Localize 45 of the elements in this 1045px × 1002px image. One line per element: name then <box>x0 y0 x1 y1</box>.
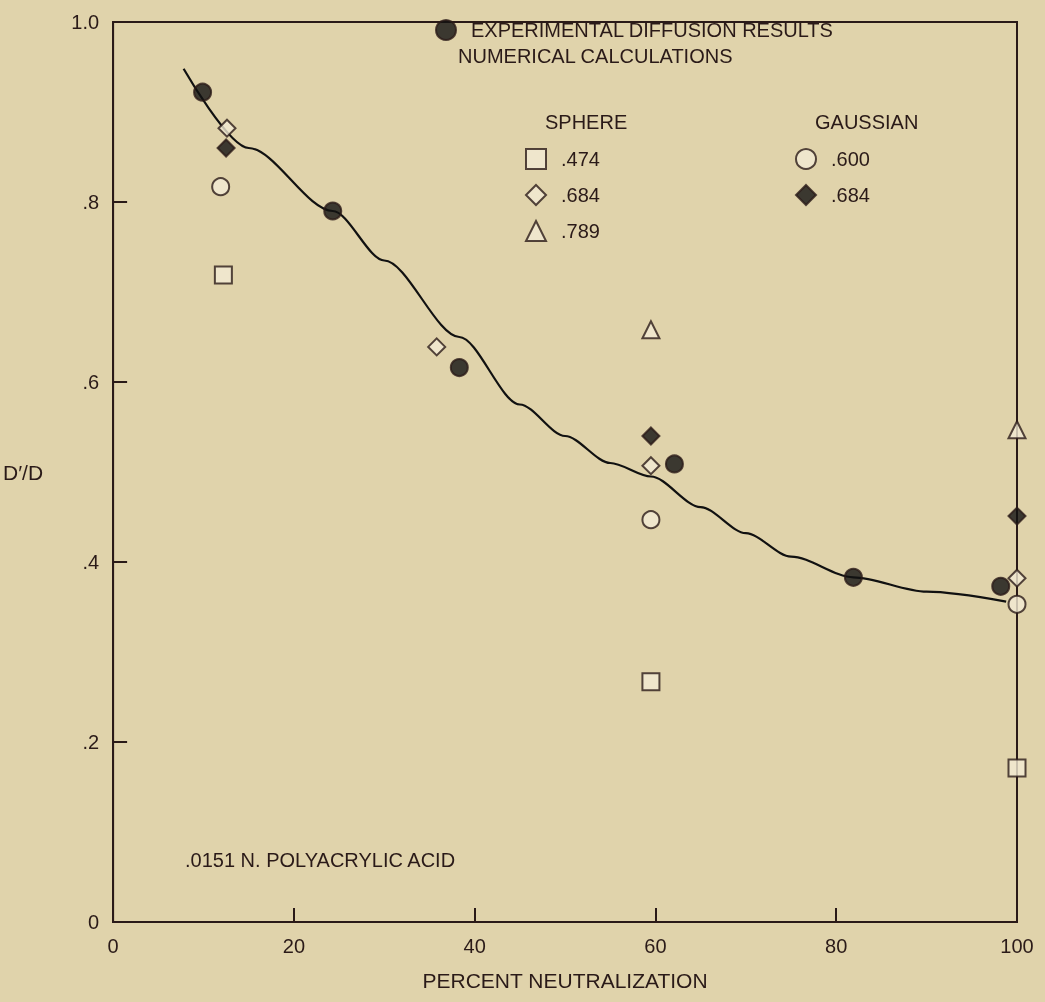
y-tick-label: 1.0 <box>71 11 100 33</box>
point <box>843 567 863 587</box>
point <box>1007 506 1027 526</box>
point <box>641 320 661 340</box>
point <box>641 510 661 530</box>
y-tick-label: .4 <box>82 551 100 573</box>
point <box>216 138 236 158</box>
annotation: NUMERICAL CALCULATIONS <box>458 45 733 67</box>
point <box>641 426 661 446</box>
point <box>213 265 233 285</box>
point <box>641 672 661 692</box>
x-tick-label: 100 <box>1000 935 1034 957</box>
point <box>664 454 684 474</box>
legend-label: .600 <box>831 148 870 170</box>
point <box>211 177 231 197</box>
point <box>449 358 469 378</box>
legend-label: .684 <box>561 184 600 206</box>
point <box>323 201 343 221</box>
x-tick-label: 60 <box>644 935 667 957</box>
point <box>193 82 213 102</box>
annotation: SPHERE <box>545 111 628 133</box>
legend-label: .789 <box>561 220 600 242</box>
y-tick-label: .8 <box>82 191 100 213</box>
point <box>1007 568 1027 588</box>
x-tick-label: 0 <box>107 935 119 957</box>
point <box>1007 594 1027 614</box>
x-axis-title: PERCENT NEUTRALIZATION <box>422 969 708 992</box>
legend-label: .474 <box>561 148 600 170</box>
y-axis-title: D′/D <box>2 460 44 484</box>
y-tick-label: .6 <box>82 371 100 393</box>
y-tick-label: 0 <box>87 911 100 933</box>
y-tick-label: .2 <box>82 731 100 753</box>
annotation: GAUSSIAN <box>815 111 919 133</box>
x-tick-label: 80 <box>825 935 848 957</box>
point <box>641 456 661 476</box>
point <box>427 337 447 357</box>
point <box>991 576 1011 596</box>
legend-label: EXPERIMENTAL DIFFUSION RESULTS <box>471 19 833 41</box>
legend-label: .684 <box>831 184 870 206</box>
point <box>217 118 237 138</box>
point <box>1007 758 1027 778</box>
annotation: .0151 N. POLYACRYLIC ACID <box>185 849 456 871</box>
point <box>1007 420 1027 440</box>
x-tick-label: 20 <box>282 935 306 957</box>
x-tick-label: 40 <box>463 935 486 957</box>
